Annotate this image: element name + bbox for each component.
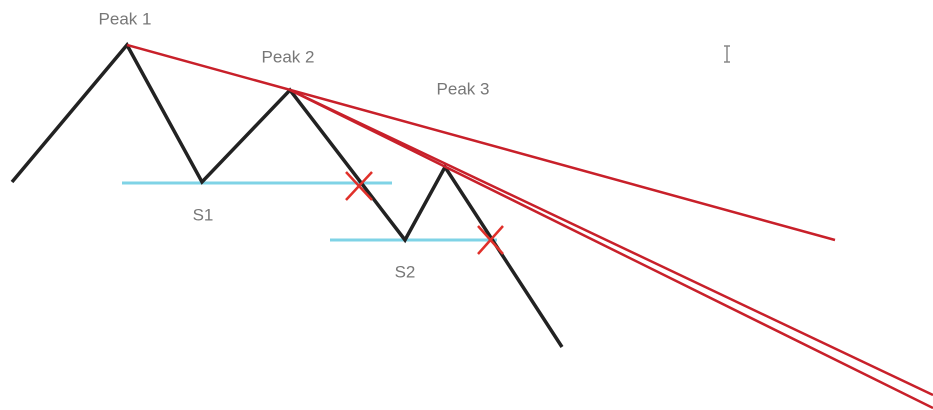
- trend-line: [126, 43, 836, 242]
- break-marks: [345, 171, 504, 255]
- peak-label: Peak 2: [262, 47, 315, 66]
- peak-label: Peak 1: [99, 9, 152, 28]
- text-cursor: [724, 45, 730, 63]
- trend-lines: [126, 43, 933, 410]
- trend-line: [289, 88, 933, 410]
- support-label: S1: [193, 205, 214, 224]
- cross: [477, 225, 504, 255]
- trend-line: [289, 88, 933, 397]
- support-lines: [122, 181, 497, 242]
- support-label: S2: [395, 262, 416, 281]
- peak-label: Peak 3: [437, 79, 490, 98]
- cross: [345, 171, 373, 201]
